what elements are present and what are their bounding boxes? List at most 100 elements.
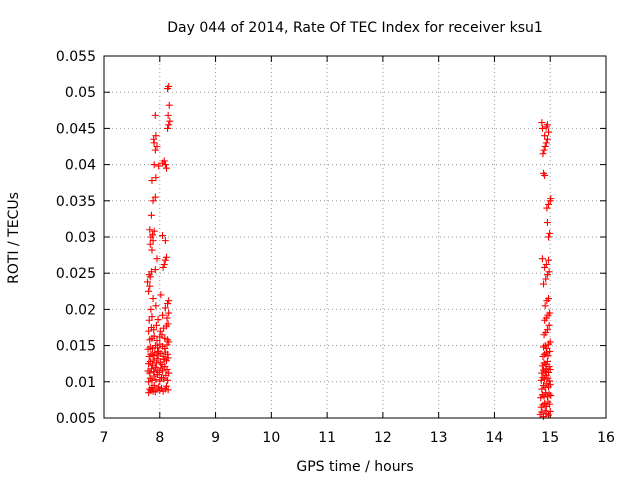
data-point [146, 240, 154, 248]
data-point [159, 311, 167, 319]
data-point [152, 321, 160, 329]
y-tick-label: 0.035 [56, 194, 96, 210]
data-point [543, 344, 551, 352]
data-point [541, 384, 549, 392]
data-points [144, 82, 555, 421]
data-point [543, 393, 551, 401]
data-point [541, 302, 549, 310]
data-point [146, 226, 154, 234]
data-point [546, 377, 554, 385]
data-point [537, 376, 545, 384]
data-point [539, 150, 547, 158]
data-point [538, 255, 546, 263]
data-point [147, 211, 155, 219]
data-point [160, 261, 168, 269]
data-point [154, 316, 162, 324]
data-point [540, 392, 548, 400]
data-point [152, 132, 160, 140]
data-point [150, 372, 158, 380]
data-point [545, 295, 553, 303]
data-point [163, 341, 171, 349]
data-point [152, 174, 160, 182]
x-tick-label: 15 [541, 430, 559, 446]
data-point [153, 143, 161, 150]
x-tick-label: 10 [262, 430, 280, 446]
data-point [540, 280, 548, 288]
data-point [164, 111, 172, 119]
data-point [543, 121, 551, 129]
data-point [156, 327, 164, 335]
data-point [152, 359, 160, 367]
data-point [150, 381, 158, 389]
data-point [543, 204, 551, 212]
data-point [150, 326, 158, 334]
data-point [541, 400, 549, 408]
data-point [149, 295, 157, 303]
data-point [543, 326, 551, 334]
data-point [541, 263, 549, 271]
x-tick-label: 12 [374, 430, 392, 446]
data-point [149, 352, 157, 360]
data-point [152, 302, 160, 310]
chart-title: Day 044 of 2014, Rate Of TEC Index for r… [167, 20, 543, 36]
data-point [542, 389, 550, 397]
data-point [145, 327, 153, 335]
data-point [546, 400, 554, 408]
data-point [541, 368, 549, 376]
data-point [543, 135, 551, 143]
data-point [161, 344, 169, 352]
data-point [537, 394, 545, 402]
data-point [161, 237, 169, 245]
data-point [159, 263, 167, 271]
data-point [148, 313, 156, 321]
data-point [544, 352, 552, 360]
axis-ticks: 7 8 9 10 11 12 13 14 15 16 0.005 0.01 0.015 0.02 0.025… [56, 49, 615, 446]
data-point [541, 407, 549, 415]
data-point [164, 124, 172, 132]
data-point [165, 82, 173, 90]
data-point [144, 278, 152, 286]
data-point [153, 337, 161, 345]
plot-frame [103, 55, 607, 419]
data-point [158, 360, 166, 368]
y-tick-label: 0.015 [56, 339, 96, 355]
data-point [145, 316, 153, 324]
data-point [542, 261, 550, 269]
data-point [161, 304, 169, 312]
data-point [538, 385, 546, 393]
data-point [542, 329, 550, 337]
data-point [543, 358, 551, 366]
data-point [150, 135, 158, 143]
data-point [546, 381, 554, 389]
data-point [541, 375, 549, 383]
data-point [165, 101, 173, 109]
data-point [164, 376, 172, 384]
data-point [157, 364, 165, 372]
data-point [543, 219, 551, 227]
data-point [542, 349, 550, 357]
data-point [146, 358, 154, 366]
data-point [538, 369, 546, 377]
data-point [155, 162, 163, 170]
data-point [544, 374, 552, 382]
x-axis-label: GPS time / hours [296, 459, 413, 475]
y-tick-label: 0.02 [65, 302, 96, 318]
data-point [545, 256, 553, 264]
data-point [546, 365, 554, 373]
data-point [146, 282, 154, 290]
data-point [165, 121, 173, 129]
data-point [540, 146, 548, 154]
data-point [545, 411, 553, 419]
data-point [162, 357, 170, 365]
data-point [540, 413, 548, 421]
data-point [163, 314, 171, 322]
data-point [164, 336, 172, 344]
data-point [149, 237, 157, 245]
data-point [540, 359, 548, 367]
data-point [147, 268, 155, 276]
data-point [546, 309, 554, 317]
data-point [166, 117, 174, 125]
data-point [146, 369, 154, 377]
data-point [149, 361, 157, 369]
